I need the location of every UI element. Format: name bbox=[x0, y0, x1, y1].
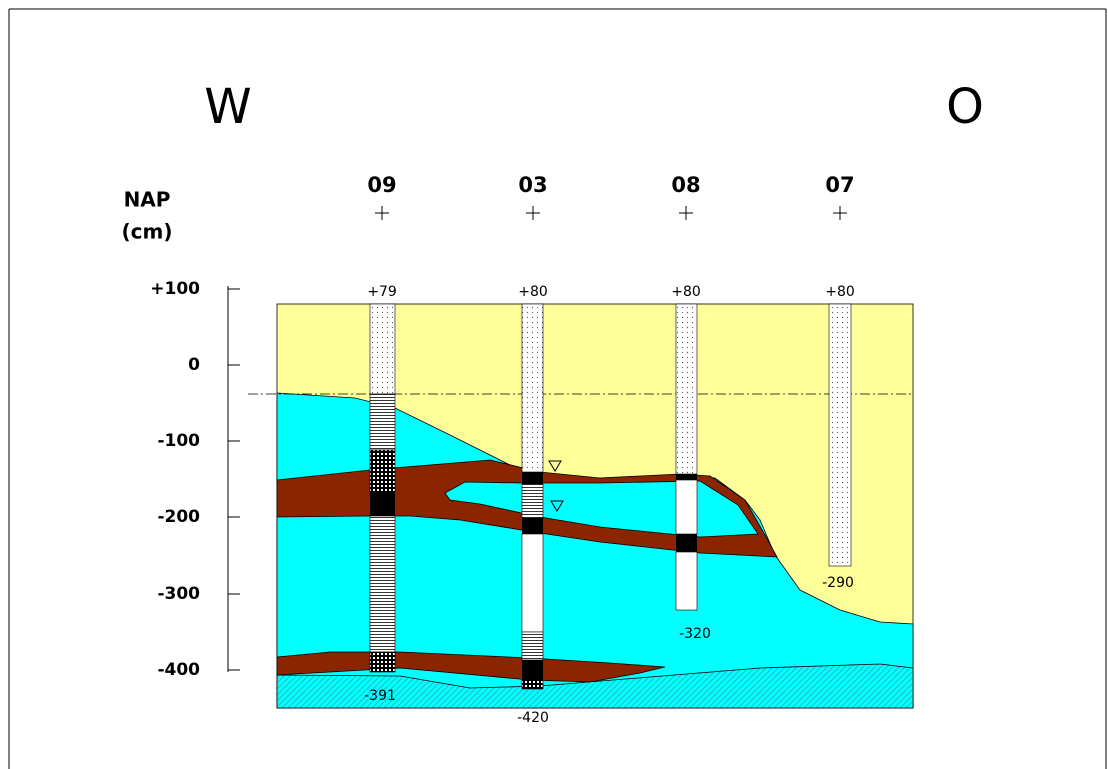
borehole-marker bbox=[833, 206, 847, 220]
borehole-bottom: -420 bbox=[517, 710, 549, 726]
borehole-name: 07 bbox=[825, 173, 854, 197]
borehole-name: 03 bbox=[518, 173, 547, 197]
axis-title: NAP bbox=[124, 188, 171, 212]
axis-tick-label: +100 bbox=[150, 279, 200, 299]
axis-tick-label: -300 bbox=[157, 584, 200, 604]
axis-tick-label: -200 bbox=[157, 507, 200, 527]
borehole-bottom: -391 bbox=[364, 688, 396, 704]
east-label: O bbox=[946, 79, 984, 135]
borehole-marker bbox=[679, 206, 693, 220]
borehole-top: +79 bbox=[367, 284, 397, 300]
axis-tick-label: -100 bbox=[157, 431, 200, 451]
borehole-marker bbox=[526, 206, 540, 220]
axis-unit: (cm) bbox=[122, 220, 173, 244]
borehole-marker bbox=[375, 206, 389, 220]
borehole-bottom: -290 bbox=[822, 575, 854, 591]
borehole-name: 09 bbox=[367, 173, 396, 197]
axis-tick-label: -400 bbox=[157, 660, 200, 680]
borehole-top: +80 bbox=[671, 284, 701, 300]
borehole-bottom: -320 bbox=[679, 626, 711, 642]
borehole-top: +80 bbox=[518, 284, 548, 300]
axis-tick-label: 0 bbox=[188, 355, 200, 375]
cross-section: W O NAP (cm) +100 0 -100 -200 -300 -400 09 bbox=[0, 0, 1108, 769]
borehole-name: 08 bbox=[671, 173, 700, 197]
west-label: W bbox=[204, 79, 251, 135]
borehole-top: +80 bbox=[825, 284, 855, 300]
